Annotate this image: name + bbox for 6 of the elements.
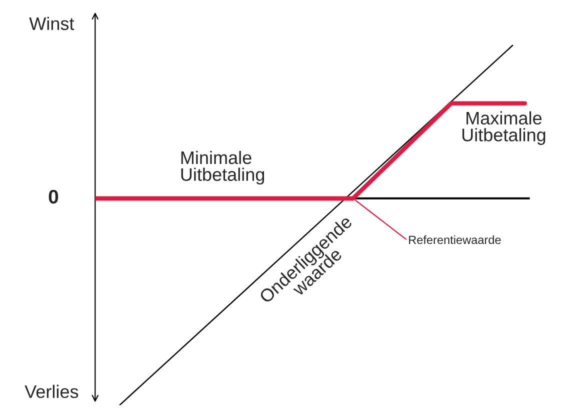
- ref-line-label: 0: [48, 190, 58, 204]
- text: Winst: [29, 16, 74, 30]
- text: Verlies: [24, 384, 78, 398]
- annotation: Minimale Uitbetaling: [181, 150, 264, 185]
- annotation: Maximale Uitbetaling: [462, 111, 546, 145]
- annotation: Referentiewaarde: [409, 235, 501, 244]
